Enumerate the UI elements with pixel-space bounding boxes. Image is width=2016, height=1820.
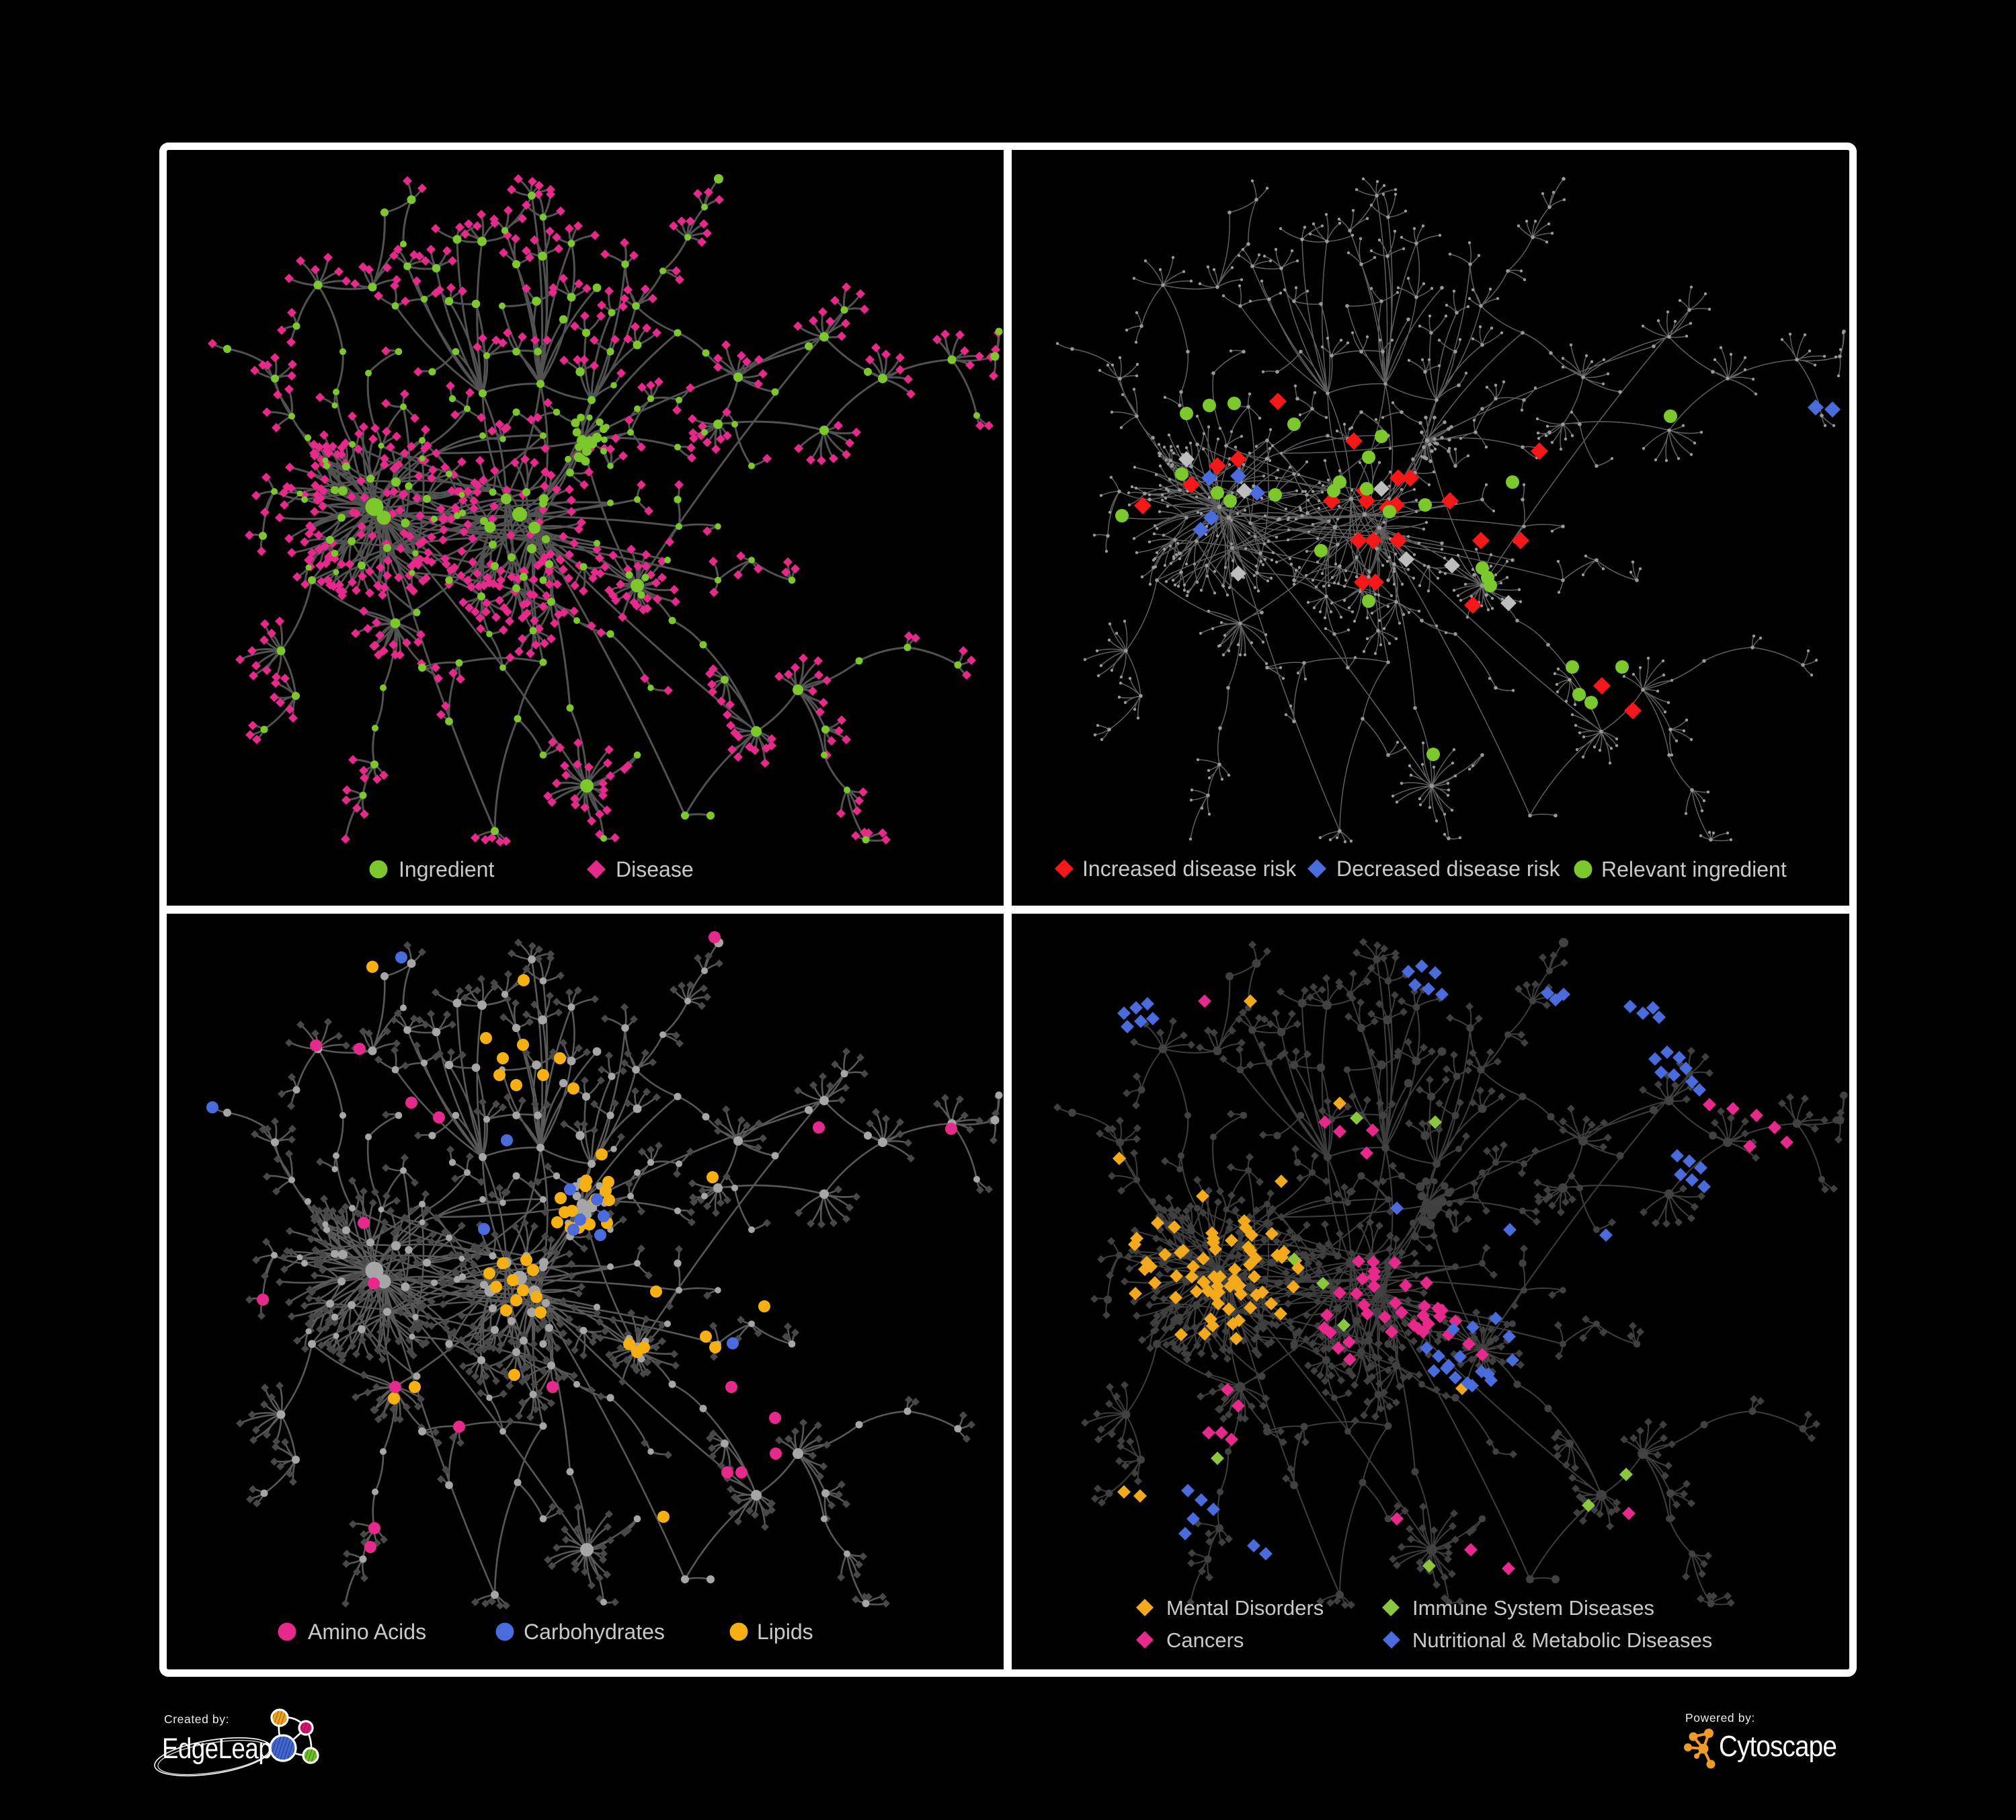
svg-text:Cancers: Cancers [1166,1628,1244,1652]
svg-text:EdgeLeap: EdgeLeap [162,1733,272,1764]
svg-text:Cytoscape: Cytoscape [1719,1729,1837,1763]
svg-text:Immune System Diseases: Immune System Diseases [1412,1596,1654,1620]
svg-text:Lipids: Lipids [757,1620,813,1644]
svg-text:Ingredient: Ingredient [399,857,494,881]
svg-text:Amino Acids: Amino Acids [308,1620,426,1644]
svg-text:Increased disease risk: Increased disease risk [1082,857,1297,881]
svg-text:Mental Disorders: Mental Disorders [1166,1596,1324,1620]
svg-text:Powered by:: Powered by: [1685,1711,1755,1725]
svg-text:Carbohydrates: Carbohydrates [524,1620,665,1644]
svg-text:Relevant ingredient: Relevant ingredient [1601,857,1787,881]
svg-text:Disease: Disease [616,857,694,881]
svg-text:Nutritional & Metabolic Diseas: Nutritional & Metabolic Diseases [1412,1628,1712,1652]
svg-text:Decreased disease risk: Decreased disease risk [1336,857,1561,881]
svg-text:Created by:: Created by: [164,1712,229,1726]
